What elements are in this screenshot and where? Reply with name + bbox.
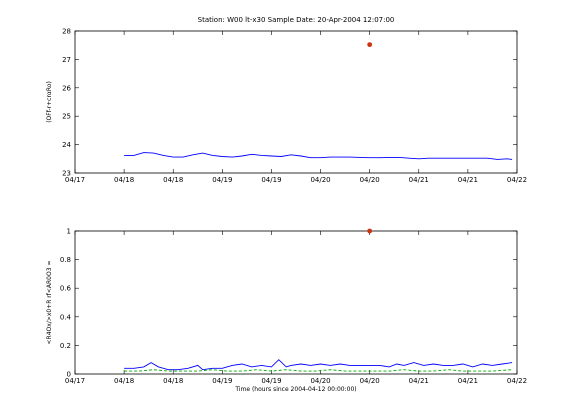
y-tick-label: 0.4 [60,313,72,321]
x-tick-label: 04/18 [163,377,183,385]
chart-title: Station: W00 lt-x30 Sample Date: 20-Apr-… [198,16,395,24]
y-tick-label: 0.6 [60,285,72,293]
axes-frame-1 [74,230,518,375]
outlier-point-0-0 [367,42,373,48]
x-tick-label: 04/20 [360,377,380,385]
x-tick-label: 04/18 [114,176,134,184]
x-axis-label: Time (hours since 2004-04-12 00:00:00) [234,386,356,393]
x-tick-label: 04/20 [310,377,330,385]
x-tick-label: 04/19 [212,377,232,385]
y-tick-label: 25 [62,113,71,121]
x-tick-label: 04/21 [409,176,429,184]
x-tick-label: 04/19 [261,377,281,385]
x-tick-label: 04/20 [360,176,380,184]
y-tick-label: 24 [62,141,71,149]
x-tick-label: 04/18 [163,176,183,184]
series-line-1-0 [124,359,513,371]
x-tick-label: 04/17 [65,377,85,385]
x-tick-label: 04/17 [65,176,85,184]
y-tick-label: 0 [67,371,71,379]
series-line-0-0 [124,152,513,160]
y-tick-label: 0.2 [60,342,71,350]
axes-frame-0 [74,30,518,174]
x-tick-label: 04/20 [310,176,330,184]
y-axis-label: <R4Ox/>x0+R rf<AR0O3 = [46,261,53,345]
x-tick-label: 04/19 [212,176,232,184]
y-tick-label: 23 [62,170,71,178]
y-tick-label: 26 [62,84,71,92]
y-tick-label: 0.8 [60,256,71,264]
y-tick-label: 27 [62,56,71,64]
x-tick-label: 04/21 [458,176,478,184]
x-tick-label: 04/18 [114,377,134,385]
x-tick-label: 04/22 [507,176,527,184]
x-tick-label: 04/21 [409,377,429,385]
x-tick-label: 04/21 [458,377,478,385]
x-tick-label: 04/19 [261,176,281,184]
x-tick-label: 04/22 [507,377,527,385]
y-axis-label: (OFf-r+crαRo) [46,81,53,123]
y-tick-label: 1 [67,228,71,236]
series-line-1-1 [124,369,513,372]
outlier-point-1-0 [367,228,373,234]
y-tick-label: 28 [62,28,71,36]
